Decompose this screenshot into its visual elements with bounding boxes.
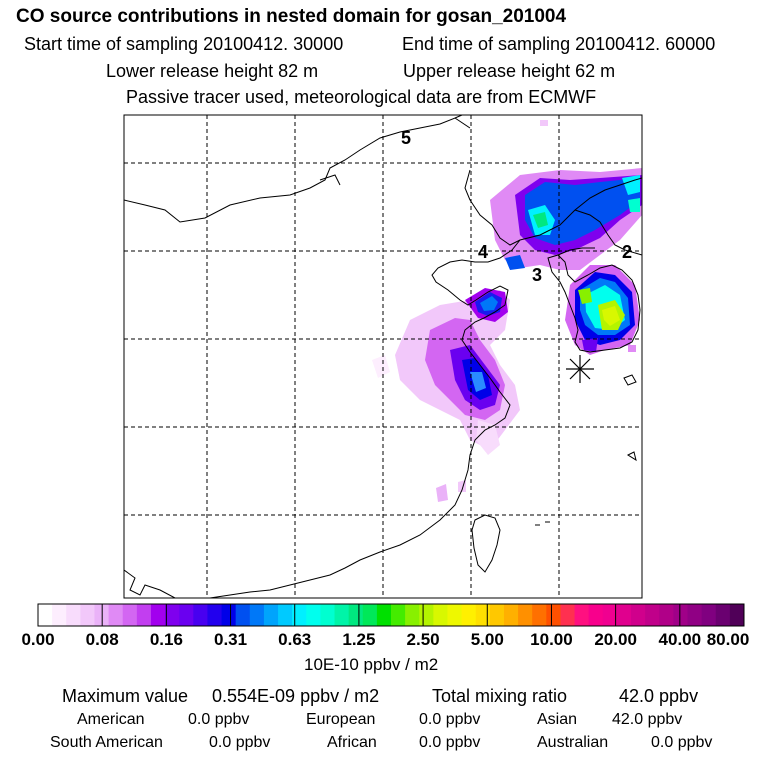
source-american-value: 0.0 ppbv: [188, 711, 250, 728]
colorbar-cell: [461, 604, 477, 626]
colorbar-cell: [645, 604, 660, 626]
total-mixing-label: Total mixing ratio: [432, 686, 568, 706]
colorbar-cell: [122, 604, 138, 626]
source-australian-label: Australian: [537, 734, 609, 751]
source-asian-value: 42.0 ppbv: [612, 711, 683, 728]
colorbar-tick-label: 5.00: [470, 630, 504, 649]
colorbar-cell: [179, 604, 194, 626]
colorbar-frame: [37, 603, 745, 627]
colorbar-cell: [38, 604, 53, 626]
colorbar-cell: [616, 604, 632, 626]
colorbar-cell: [419, 604, 434, 626]
lower-release-height: Lower release height 82 m: [106, 61, 319, 81]
colorbar-cell: [108, 604, 124, 626]
region-label-5: 5: [401, 128, 411, 148]
colorbar-cell: [221, 604, 237, 626]
colorbar-cell: [518, 604, 533, 626]
colorbar-cell: [701, 604, 717, 626]
colorbar-cell: [306, 604, 321, 626]
colorbar-cell: [263, 604, 279, 626]
colorbar-cell: [165, 604, 180, 626]
colorbar-cell: [292, 604, 307, 626]
colorbar-tick-label: 80.00: [706, 630, 750, 649]
colorbar-cell: [207, 604, 223, 626]
colorbar-cell: [715, 604, 731, 626]
colorbar-cell: [588, 604, 604, 626]
colorbar-cell: [320, 604, 336, 626]
colorbar-cell: [631, 604, 646, 626]
colorbar-cell: [334, 604, 350, 626]
colorbar-cell: [602, 604, 618, 626]
source-south-american-label: South American: [50, 734, 163, 751]
colorbar-cell: [376, 604, 392, 626]
colorbar-cell: [433, 604, 448, 626]
end-time: End time of sampling 20100412. 60000: [402, 34, 716, 54]
source-asian-label: Asian: [537, 711, 578, 728]
colorbar-cell: [405, 604, 420, 626]
source-american-label: American: [77, 711, 145, 728]
tracer-note: Passive tracer used, meteorological data…: [126, 87, 597, 107]
colorbar-cell: [503, 604, 519, 626]
colorbar-cell: [362, 604, 378, 626]
start-time: Start time of sampling 20100412. 30000: [24, 34, 344, 54]
colorbar-major-dividers: [101, 604, 681, 626]
colorbar-unit: 10E-10 ppbv / m2: [304, 655, 439, 674]
colorbar-cell: [136, 604, 152, 626]
receptor-star-icon: [566, 355, 594, 383]
colorbar-tick-label: 0.63: [278, 630, 312, 649]
concentration-field: [372, 120, 642, 502]
colorbar: [37, 603, 745, 627]
colorbar-tick-label: 0.08: [85, 630, 119, 649]
colorbar-cell: [546, 604, 561, 626]
colorbar-cell: [447, 604, 463, 626]
region-label-4: 4: [478, 242, 488, 262]
coastlines: [124, 115, 642, 598]
source-african-value: 0.0 ppbv: [419, 734, 481, 751]
colorbar-cell: [80, 604, 95, 626]
colorbar-tick-label: 20.00: [594, 630, 637, 649]
colorbar-cell: [391, 604, 406, 626]
colorbar-cell: [193, 604, 208, 626]
colorbar-tick-label: 10.00: [530, 630, 573, 649]
total-mixing-value: 42.0 ppbv: [619, 686, 699, 706]
colorbar-cell: [475, 604, 491, 626]
colorbar-cell: [729, 604, 745, 626]
source-south-american-value: 0.0 ppbv: [209, 734, 271, 751]
region-label-3: 3: [532, 265, 542, 285]
colorbar-tick-label: 2.50: [406, 630, 440, 649]
colorbar-cell: [52, 604, 67, 626]
colorbar-cell: [574, 604, 590, 626]
colorbar-tick-label: 0.00: [21, 630, 55, 649]
colorbar-tick-label: 1.25: [342, 630, 376, 649]
colorbar-tick-label: 40.00: [658, 630, 702, 649]
max-value-label: Maximum value: [62, 686, 189, 706]
colorbar-cell: [348, 604, 364, 626]
colorbar-cell: [687, 604, 703, 626]
map-frame: [123, 114, 643, 599]
colorbar-cell: [489, 604, 505, 626]
source-european-value: 0.0 ppbv: [419, 711, 481, 728]
colorbar-cell: [66, 604, 81, 626]
colorbar-cell: [150, 604, 166, 626]
colorbar-cell: [673, 604, 689, 626]
upper-release-height: Upper release height 62 m: [403, 61, 616, 81]
colorbar-cell: [532, 604, 547, 626]
region-label-2: 2: [622, 242, 632, 262]
source-african-label: African: [327, 734, 377, 751]
lat-lon-grid: [124, 115, 642, 598]
colorbar-tick-label: 0.31: [213, 630, 248, 649]
colorbar-cell: [659, 604, 674, 626]
colorbar-cell: [249, 604, 265, 626]
source-australian-value: 0.0 ppbv: [651, 734, 713, 751]
colorbar-cell: [235, 604, 251, 626]
plot-title: CO source contributions in nested domain…: [16, 6, 567, 27]
colorbar-cell: [560, 604, 576, 626]
colorbar-cells: [38, 604, 745, 626]
colorbar-cell: [278, 604, 293, 626]
max-value: 0.554E-09 ppbv / m2: [212, 686, 380, 706]
source-european-label: European: [306, 711, 376, 728]
colorbar-tick-label: 0.16: [149, 630, 183, 649]
map-panel: 5 4 3 2: [123, 114, 643, 599]
